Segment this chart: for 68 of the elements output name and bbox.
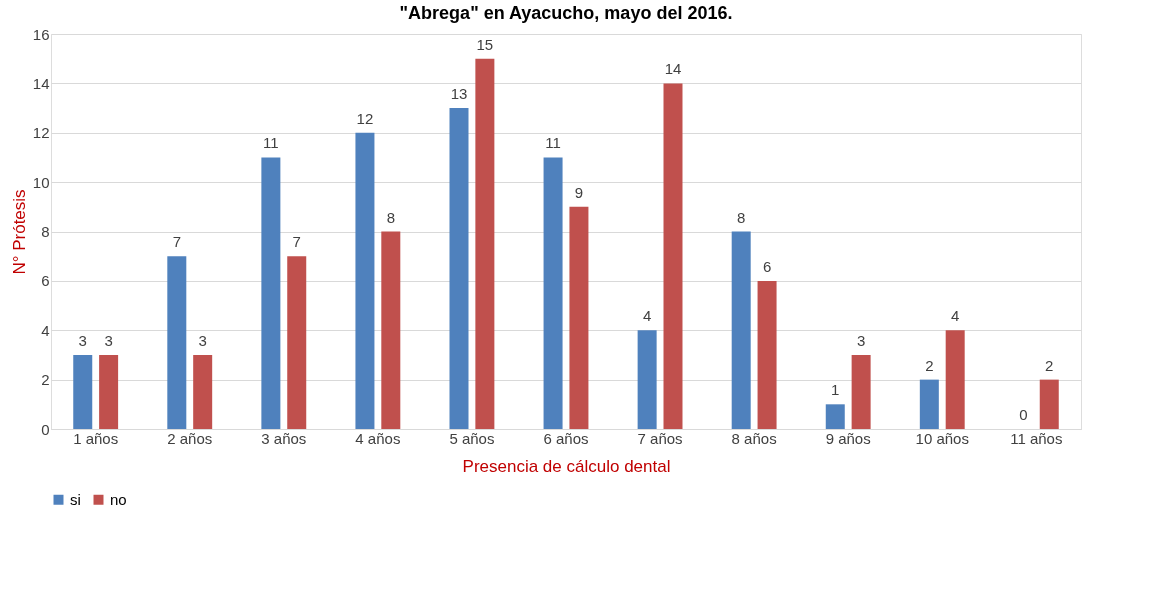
data-label: 7 <box>292 233 301 251</box>
y-tick-label: 2 <box>41 371 50 389</box>
bar <box>193 354 213 429</box>
bar <box>543 157 563 429</box>
bar <box>919 379 939 429</box>
chart-title: "Abrega" en Ayacucho, mayo del 2016. <box>399 3 733 23</box>
bar <box>475 58 495 429</box>
bar <box>945 330 965 429</box>
bar <box>449 108 469 429</box>
data-label: 8 <box>386 208 395 226</box>
bar <box>381 231 401 429</box>
data-label: 3 <box>198 331 207 349</box>
data-label: 7 <box>172 233 181 251</box>
legend-label: no <box>110 490 127 508</box>
x-tick-label: 3 años <box>261 429 307 447</box>
data-label: 4 <box>642 307 652 325</box>
bar <box>663 83 683 429</box>
x-tick-label: 1 años <box>73 429 119 447</box>
data-label: 14 <box>664 60 682 78</box>
data-label: 15 <box>476 35 494 53</box>
data-label: 2 <box>925 356 934 374</box>
data-label: 12 <box>356 109 374 127</box>
x-tick-label: 11 años <box>1010 429 1063 447</box>
x-tick-label: 5 años <box>449 429 495 447</box>
bar <box>637 330 657 429</box>
x-axis-title: Presencia de cálculo dental <box>462 456 671 476</box>
data-label: 8 <box>737 208 746 226</box>
x-tick-label: 7 años <box>637 429 683 447</box>
bar <box>287 256 307 429</box>
bar <box>167 256 187 429</box>
data-label: 2 <box>1045 356 1054 374</box>
bar <box>569 206 589 429</box>
data-label: 11 <box>545 134 561 152</box>
x-tick-label: 4 años <box>355 429 401 447</box>
x-tick-label: 2 años <box>167 429 213 447</box>
bar <box>99 354 119 429</box>
y-tick-label: 6 <box>41 272 50 290</box>
data-label: 9 <box>574 183 584 201</box>
data-label: 3 <box>856 331 866 349</box>
x-tick-label: 8 años <box>731 429 777 447</box>
bar <box>757 280 777 429</box>
bar <box>261 157 281 429</box>
y-tick-label: 4 <box>41 321 50 339</box>
x-tick-label: 6 años <box>543 429 589 447</box>
bar <box>355 132 375 429</box>
y-axis-title: N° Prótesis <box>9 189 29 275</box>
y-tick-label: 8 <box>41 223 50 240</box>
y-tick-label: 12 <box>32 124 50 142</box>
data-label: 11 <box>263 134 279 152</box>
y-tick-label: 16 <box>32 25 50 43</box>
y-tick-label: 14 <box>32 74 50 92</box>
data-label: 0 <box>1019 406 1028 423</box>
bar <box>851 354 871 429</box>
bar <box>1039 379 1059 429</box>
bar <box>73 354 93 429</box>
data-label: 3 <box>104 331 113 349</box>
legend-label: si <box>70 490 81 508</box>
x-tick-label: 9 años <box>825 429 871 447</box>
y-tick-label: 10 <box>32 173 50 191</box>
data-label: 13 <box>450 85 468 103</box>
data-label: 6 <box>762 257 772 275</box>
data-label: 4 <box>951 307 960 325</box>
y-tick-label: 0 <box>41 420 50 438</box>
bar <box>825 404 845 429</box>
x-tick-label: 10 años <box>915 429 969 447</box>
data-label: 1 <box>831 381 840 399</box>
bar <box>731 231 751 429</box>
data-label: 3 <box>78 331 87 349</box>
